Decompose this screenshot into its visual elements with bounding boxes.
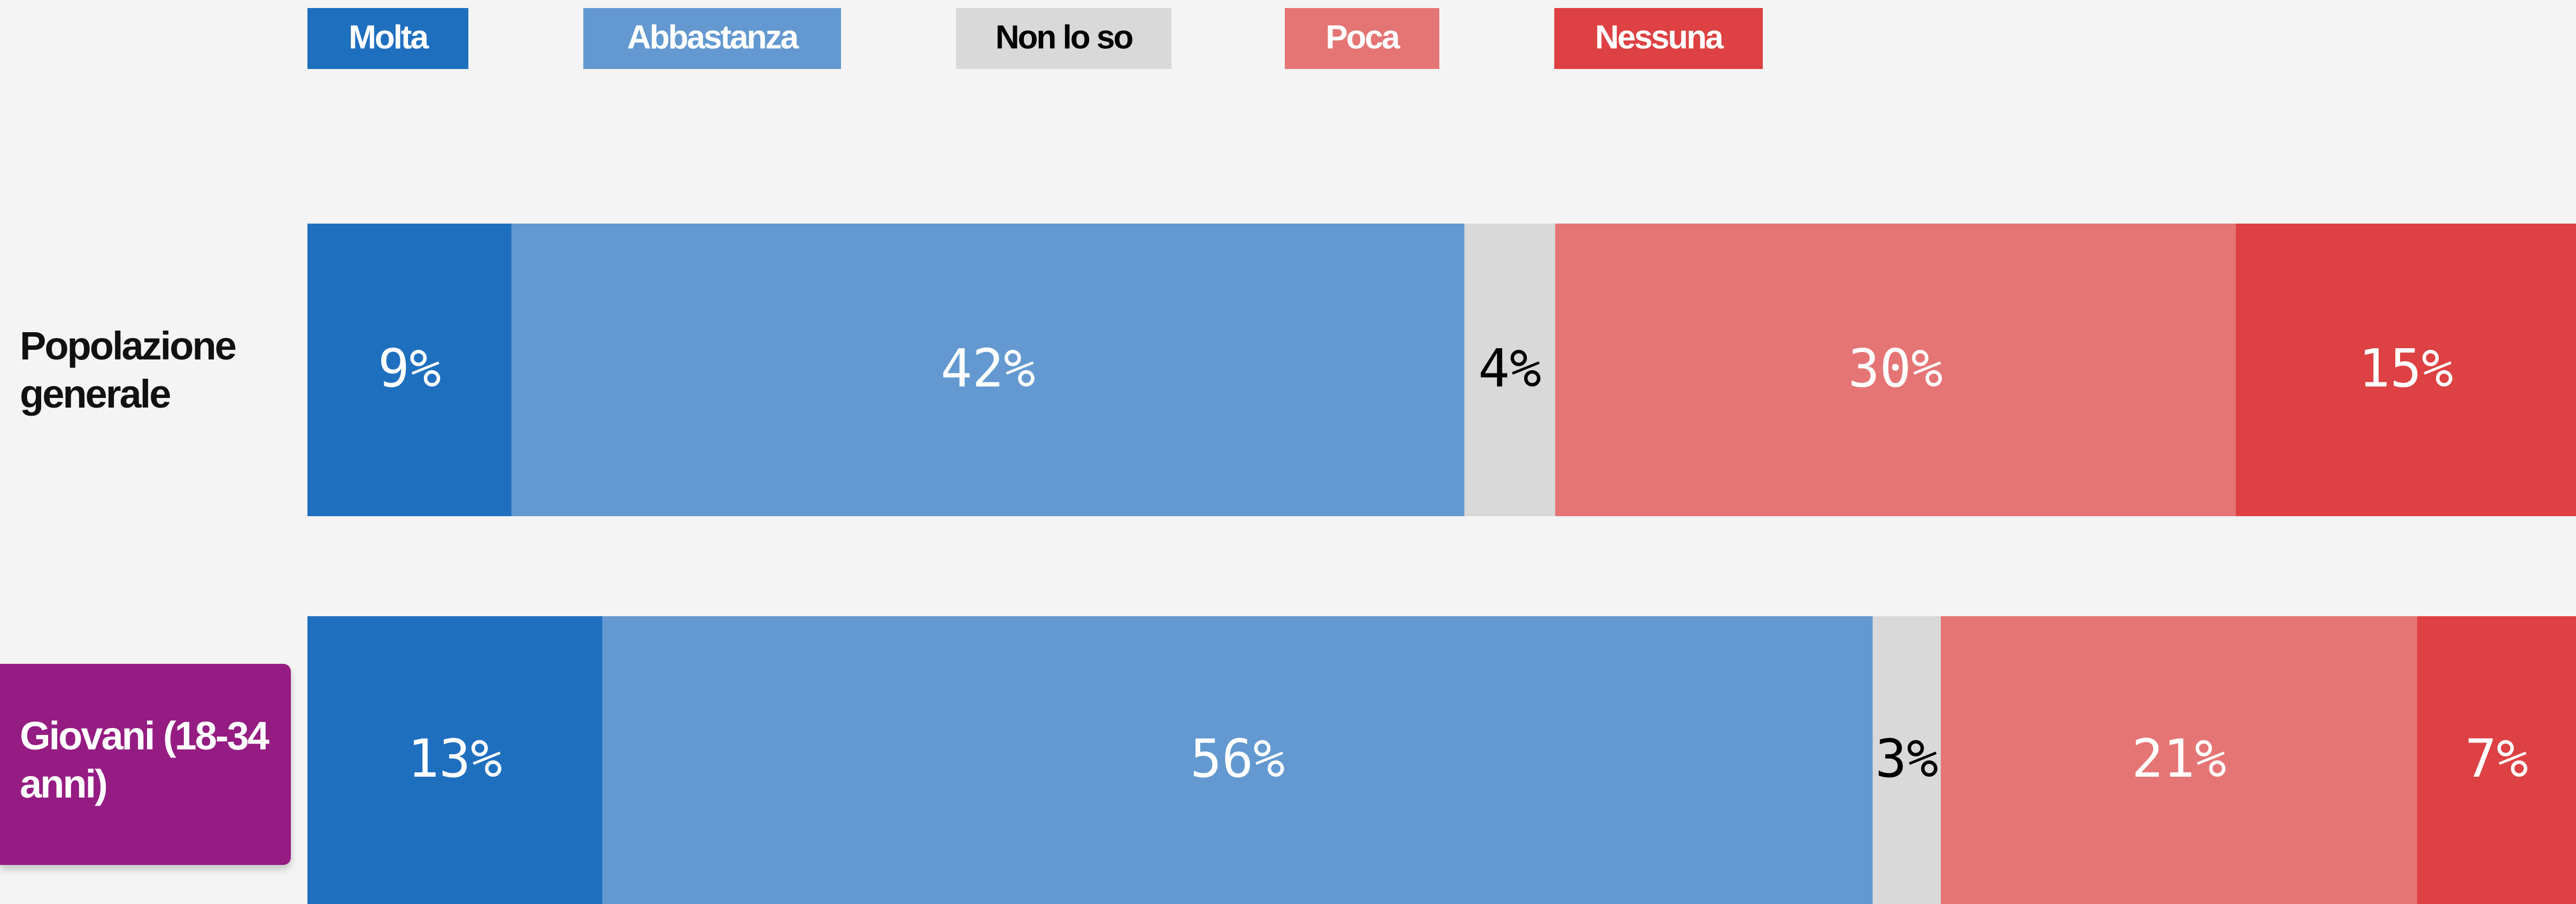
bar-segment xyxy=(307,224,512,516)
highlight-box xyxy=(0,664,291,865)
legend-swatch xyxy=(1285,8,1439,69)
value-label: 7% xyxy=(2465,729,2528,790)
bar-segment xyxy=(1464,224,1555,516)
value-label: 42% xyxy=(940,338,1035,399)
bar-segment xyxy=(1555,224,2236,516)
value-label: 30% xyxy=(1848,338,1943,399)
bar-segment xyxy=(1940,616,2417,904)
legend-swatch xyxy=(1554,8,1763,69)
bar-segment xyxy=(2235,224,2576,516)
value-label: 3% xyxy=(1875,729,1938,790)
bar-segment xyxy=(1872,616,1941,904)
value-label: 56% xyxy=(1190,729,1285,790)
legend-swatch xyxy=(583,8,841,69)
value-label: 15% xyxy=(2358,338,2453,399)
legend-label: Abbastanza xyxy=(627,19,799,56)
bar-segment xyxy=(602,616,1873,904)
category-label: Popolazione generale xyxy=(20,323,237,416)
legend-label: Nessuna xyxy=(1595,19,1724,56)
category-label: Giovani (18-34 anni) xyxy=(20,714,269,806)
legend-swatch xyxy=(956,8,1171,69)
value-label: 13% xyxy=(407,729,502,790)
bar-segment xyxy=(307,616,603,904)
value-label: 4% xyxy=(1478,338,1541,399)
legend-label: Poca xyxy=(1325,19,1400,56)
bar-segment xyxy=(511,224,1464,516)
legend-label: Molta xyxy=(349,19,429,56)
value-label: 9% xyxy=(378,338,441,399)
legend-swatch xyxy=(307,8,468,69)
value-label: 21% xyxy=(2132,729,2226,790)
legend-label: Non lo so xyxy=(996,19,1133,56)
bar-segment xyxy=(2417,616,2576,904)
